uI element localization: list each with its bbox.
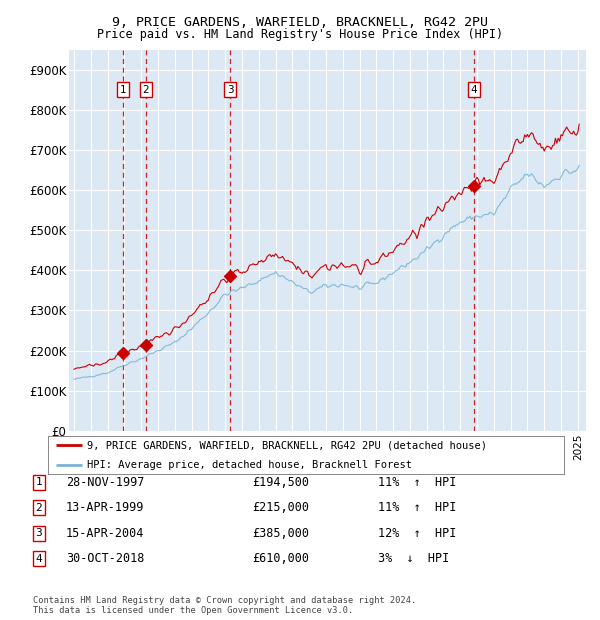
Text: 3: 3 [35, 528, 43, 538]
Text: 28-NOV-1997: 28-NOV-1997 [66, 476, 145, 489]
Text: 2: 2 [35, 503, 43, 513]
Text: £215,000: £215,000 [252, 502, 309, 514]
Text: 30-OCT-2018: 30-OCT-2018 [66, 552, 145, 565]
Text: Contains HM Land Registry data © Crown copyright and database right 2024.
This d: Contains HM Land Registry data © Crown c… [33, 596, 416, 615]
Text: HPI: Average price, detached house, Bracknell Forest: HPI: Average price, detached house, Brac… [86, 459, 412, 470]
Text: 1: 1 [35, 477, 43, 487]
Text: 13-APR-1999: 13-APR-1999 [66, 502, 145, 514]
Text: 12%  ↑  HPI: 12% ↑ HPI [378, 527, 457, 539]
Text: £610,000: £610,000 [252, 552, 309, 565]
Text: 4: 4 [471, 85, 478, 95]
Text: 11%  ↑  HPI: 11% ↑ HPI [378, 502, 457, 514]
Text: £385,000: £385,000 [252, 527, 309, 539]
Text: 9, PRICE GARDENS, WARFIELD, BRACKNELL, RG42 2PU (detached house): 9, PRICE GARDENS, WARFIELD, BRACKNELL, R… [86, 440, 487, 451]
Text: 3%  ↓  HPI: 3% ↓ HPI [378, 552, 449, 565]
Text: 4: 4 [35, 554, 43, 564]
Text: 3: 3 [227, 85, 233, 95]
Text: 15-APR-2004: 15-APR-2004 [66, 527, 145, 539]
Text: 1: 1 [119, 85, 126, 95]
Text: £194,500: £194,500 [252, 476, 309, 489]
Text: 9, PRICE GARDENS, WARFIELD, BRACKNELL, RG42 2PU: 9, PRICE GARDENS, WARFIELD, BRACKNELL, R… [112, 16, 488, 29]
Text: 2: 2 [143, 85, 149, 95]
Text: 11%  ↑  HPI: 11% ↑ HPI [378, 476, 457, 489]
Text: Price paid vs. HM Land Registry's House Price Index (HPI): Price paid vs. HM Land Registry's House … [97, 28, 503, 41]
